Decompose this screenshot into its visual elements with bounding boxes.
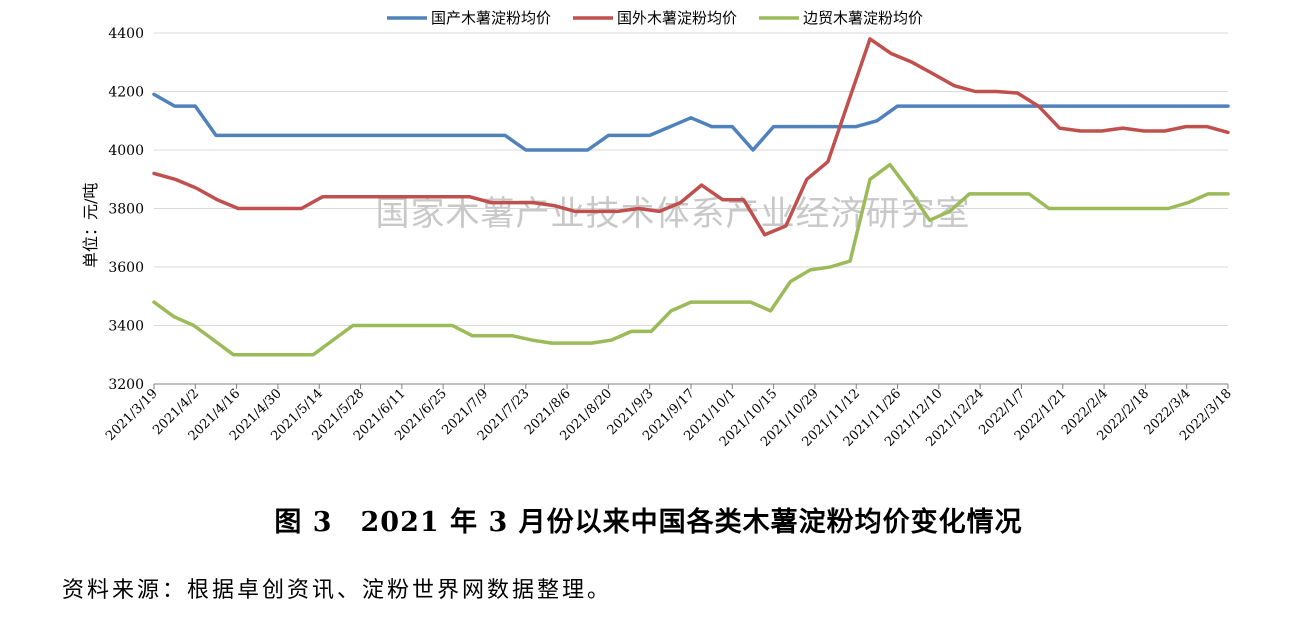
legend-label: 国外木薯淀粉均价 — [617, 9, 737, 27]
y-tick-label: 4000 — [108, 143, 144, 159]
axes: 32003400360038004000420044002021/3/19202… — [103, 26, 1235, 450]
series-line-1 — [152, 92, 1230, 152]
x-tick-label: 2021/3/19 — [103, 386, 161, 444]
legend-label: 国产木薯淀粉均价 — [431, 9, 551, 27]
watermark-layer: 国家木薯产业技术体系产业经济研究室 — [376, 194, 971, 234]
y-tick-label: 3400 — [108, 319, 144, 335]
series-lines — [152, 37, 1230, 357]
y-tick-label: 3200 — [108, 377, 144, 393]
source-note: 资料来源：根据卓创资讯、淀粉世界网数据整理。 — [62, 578, 613, 603]
y-tick-label: 4400 — [108, 26, 144, 42]
legend-label: 边贸木薯淀粉均价 — [803, 9, 923, 27]
watermark: 国家木薯产业技术体系产业经济研究室 — [376, 194, 971, 234]
gridlines — [154, 32, 1228, 326]
figure-caption: 图 3 2021 年 3 月份以来中国各类木薯淀粉均价变化情况 — [274, 507, 1023, 538]
series-line-2 — [152, 37, 1230, 237]
series-line-3 — [152, 162, 1230, 357]
y-axis-label: 单位：元/吨 — [81, 183, 100, 268]
y-tick-label: 3600 — [108, 260, 144, 276]
price-line-chart: 国家木薯产业技术体系产业经济研究室 3200 3400 3600 3800 4000 42… — [81, 9, 1235, 450]
y-tick-label: 4200 — [108, 85, 144, 101]
y-tick-label: 3800 — [108, 202, 144, 218]
legend: 国产木薯淀粉均价 国外木薯淀粉均价 边贸木薯淀粉均价 — [387, 9, 923, 27]
